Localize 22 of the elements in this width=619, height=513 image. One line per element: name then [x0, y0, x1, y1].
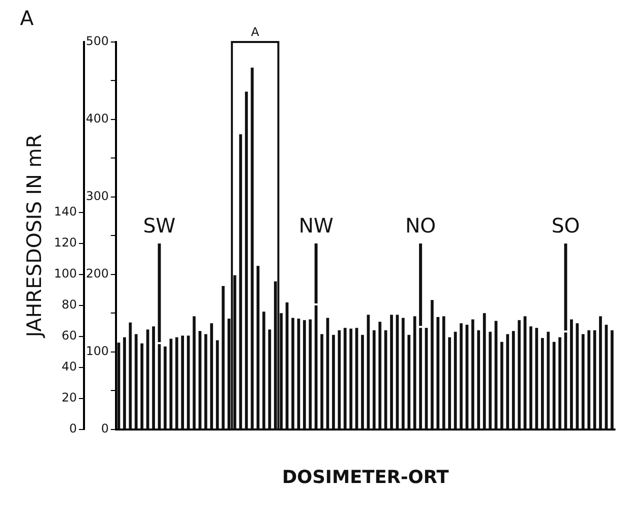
- annotation: SW: [143, 214, 176, 238]
- y-tick-label: 60: [62, 328, 77, 343]
- y-tick-label: 40: [62, 360, 77, 374]
- y-tick-label: 120: [54, 236, 77, 250]
- y2-tick-label: 500: [86, 34, 109, 48]
- chart-title: A: [20, 6, 34, 30]
- y-tick-label: 140: [54, 204, 77, 219]
- annotation: NO: [405, 214, 436, 238]
- text: A: [251, 25, 260, 40]
- y-tick-label: 80: [62, 298, 77, 312]
- y2-tick-label: 300: [86, 189, 109, 204]
- y-axis-title: JAHRESDOSIS IN mR: [22, 134, 46, 340]
- y2-tick-label: 200: [86, 266, 109, 281]
- y2-tick-label: 100: [86, 344, 109, 358]
- x-axis-title: DOSIMETER-ORT: [282, 466, 450, 488]
- annotation: SO: [551, 214, 580, 238]
- y-tick-label: 100: [54, 266, 77, 281]
- y2-tick-label: 0: [101, 422, 109, 436]
- y-tick-label: 0: [69, 422, 77, 436]
- y-tick-label: 20: [62, 390, 77, 405]
- annotation: NW: [298, 214, 334, 238]
- y2-tick-label: 400: [86, 112, 109, 126]
